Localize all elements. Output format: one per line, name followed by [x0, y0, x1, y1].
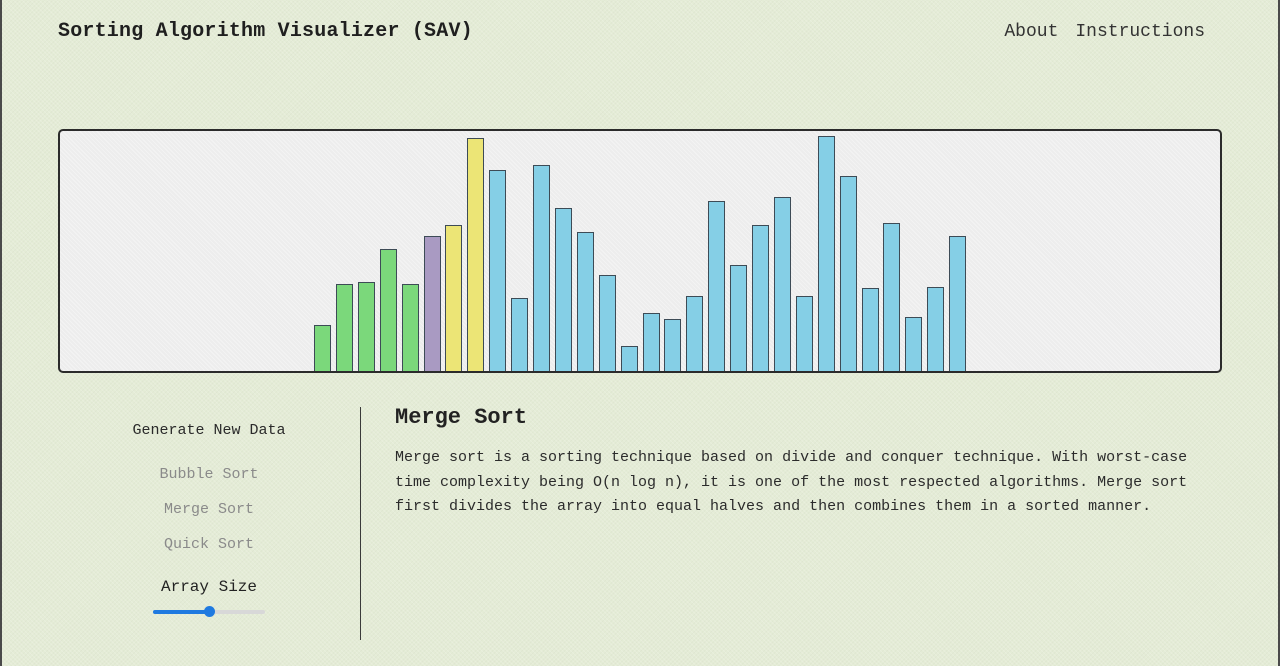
array-bar — [686, 296, 704, 371]
nav-instructions-link[interactable]: Instructions — [1075, 22, 1205, 42]
array-bar — [445, 225, 463, 371]
array-bar — [730, 265, 748, 371]
array-bar — [467, 138, 485, 371]
array-bar — [773, 197, 791, 371]
bar-container — [60, 131, 1220, 371]
array-bar — [664, 319, 682, 371]
array-size-label: Array Size — [160, 578, 257, 596]
nav-about-link[interactable]: About — [1004, 22, 1059, 42]
array-bar — [533, 165, 550, 371]
array-size-slider[interactable] — [153, 606, 265, 617]
array-bar — [927, 287, 945, 371]
array-bar — [795, 296, 813, 371]
array-bar — [489, 170, 507, 371]
slider-fill — [153, 610, 209, 614]
algorithm-description: Merge sort is a sorting technique based … — [395, 449, 1188, 515]
array-bar — [642, 313, 660, 371]
merge-sort-button[interactable]: Merge Sort — [163, 501, 254, 518]
array-bar — [883, 223, 901, 371]
array-bar — [949, 236, 967, 371]
top-nav: About Instructions — [1004, 22, 1205, 42]
panel-divider — [360, 407, 361, 640]
array-bar — [752, 225, 769, 371]
array-bar — [357, 282, 375, 371]
app-title: Sorting Algorithm Visualizer (SAV) — [58, 20, 473, 43]
array-bar — [379, 249, 397, 371]
visualizer-panel — [58, 129, 1222, 373]
window-frame-left — [0, 0, 2, 666]
array-bar — [817, 136, 835, 371]
slider-thumb[interactable] — [204, 606, 215, 617]
quick-sort-button[interactable]: Quick Sort — [163, 536, 254, 553]
array-bar — [335, 284, 353, 371]
array-bar — [576, 232, 594, 371]
generate-new-data-button[interactable]: Generate New Data — [132, 422, 286, 439]
array-bar — [554, 208, 572, 371]
bubble-sort-button[interactable]: Bubble Sort — [159, 466, 259, 483]
algorithm-title: Merge Sort — [395, 405, 528, 430]
array-bar — [314, 325, 331, 371]
array-bar — [905, 317, 923, 371]
array-bar — [511, 298, 529, 371]
array-bar — [861, 288, 879, 371]
array-bar — [598, 275, 616, 371]
array-bar — [423, 236, 441, 371]
array-bar — [708, 201, 726, 371]
array-bar — [401, 284, 419, 371]
array-bar — [839, 176, 857, 371]
window-frame-right — [1278, 0, 1280, 666]
array-bar — [620, 346, 638, 371]
